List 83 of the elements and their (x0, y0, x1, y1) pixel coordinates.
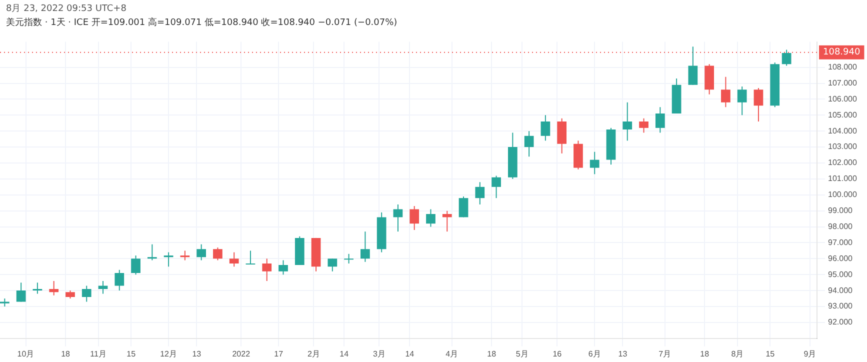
chart-title: 8月 23, 2022 09:53 UTC+8 (6, 3, 128, 16)
candlestick (32, 282, 42, 294)
candlestick (574, 140, 583, 170)
x-tick-label: 15 (126, 349, 136, 358)
candlestick (590, 151, 600, 175)
candlestick (475, 182, 485, 205)
candlestick (246, 250, 256, 264)
candlestick (426, 208, 436, 228)
y-tick-label: 97.000 (828, 238, 854, 247)
x-tick-label: 12月 (160, 349, 178, 358)
candlestick (410, 206, 420, 230)
x-tick-label: 4月 (446, 349, 458, 358)
candlestick (262, 258, 272, 282)
candlestick (229, 252, 239, 268)
candlestick (16, 282, 26, 302)
y-tick-label: 101.000 (828, 174, 858, 184)
y-tick-label: 93.000 (828, 302, 854, 311)
candlestick (688, 46, 698, 86)
chart-subtitle: 美元指数 · 1天 · ICE 开=109.001 高=109.071 低=108.940 收=108.940 −0.071 (−0.07%) (6, 16, 398, 30)
candlestick (196, 244, 206, 261)
x-tick-label: 14 (405, 349, 415, 358)
candlestick (655, 106, 665, 134)
x-tick-label: 5月 (516, 349, 528, 358)
candlestick (639, 118, 648, 134)
candlestick (344, 253, 354, 264)
y-tick-label: 96.000 (828, 254, 854, 263)
candlestick (180, 250, 190, 261)
x-tick-label: 13 (192, 349, 202, 358)
x-tick-label: 8月 (731, 349, 744, 358)
candlestick (164, 252, 174, 268)
y-tick-label: 100.000 (828, 190, 858, 200)
x-tick-label: 10月 (17, 349, 34, 358)
x-tick-label: 14 (340, 349, 350, 358)
y-tick-label: 92.000 (828, 318, 854, 327)
x-tick-label: 18 (700, 349, 710, 358)
y-tick-label: 108.000 (828, 62, 858, 72)
y-tick-label: 103.000 (828, 142, 858, 152)
y-tick-label: 105.000 (828, 110, 858, 120)
y-tick-label: 106.000 (828, 94, 858, 104)
x-tick-label: 2月 (307, 349, 320, 358)
x-tick-label: 15 (766, 349, 776, 358)
x-tick-label: 6月 (588, 349, 601, 358)
candlestick (754, 88, 764, 122)
candlestick (328, 258, 338, 272)
candlestick (278, 260, 288, 276)
x-tick-label: 9月 (804, 349, 816, 358)
y-tick-label: 102.000 (828, 158, 858, 168)
candlestick (213, 247, 222, 261)
candlestick (131, 254, 140, 276)
candlestick (393, 204, 403, 232)
candlestick (492, 175, 501, 199)
y-tick-label: 107.000 (828, 78, 858, 88)
candlestick (737, 86, 747, 116)
ref-line-label: 108.940 (823, 48, 860, 58)
candlestick (442, 210, 452, 232)
x-tick-label: 17 (274, 349, 284, 358)
candlestick (147, 244, 157, 261)
x-tick-label: 2022 (232, 349, 251, 358)
candlestick (360, 231, 370, 262)
candlestick (557, 118, 567, 154)
x-tick-label: 3月 (373, 349, 386, 358)
y-tick-label: 95.000 (828, 270, 854, 279)
y-tick-label: 104.000 (828, 126, 858, 136)
candlestick (49, 280, 59, 296)
y-tick-label: 99.000 (828, 206, 854, 216)
x-tick-label: 18 (61, 349, 71, 358)
candlestick (114, 269, 124, 292)
candlestick (721, 76, 730, 108)
candlestick (82, 285, 92, 302)
y-tick-label: 94.000 (828, 286, 854, 295)
candlestick (98, 280, 108, 294)
candlestick (524, 130, 534, 158)
x-tick-label: 16 (552, 349, 562, 358)
x-tick-label: 18 (487, 349, 497, 358)
x-tick-label: 11月 (90, 349, 106, 358)
x-tick-label: 7月 (658, 349, 672, 358)
y-tick-label: 98.000 (828, 222, 854, 231)
candlestick (704, 64, 714, 95)
candlestick (458, 196, 468, 218)
candlestick (782, 49, 792, 66)
x-tick-label: 13 (618, 349, 628, 358)
candlestick (540, 114, 550, 142)
candlestick (622, 102, 632, 142)
